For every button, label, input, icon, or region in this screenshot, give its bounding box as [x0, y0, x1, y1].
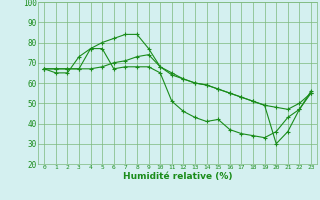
X-axis label: Humidité relative (%): Humidité relative (%) — [123, 172, 232, 181]
